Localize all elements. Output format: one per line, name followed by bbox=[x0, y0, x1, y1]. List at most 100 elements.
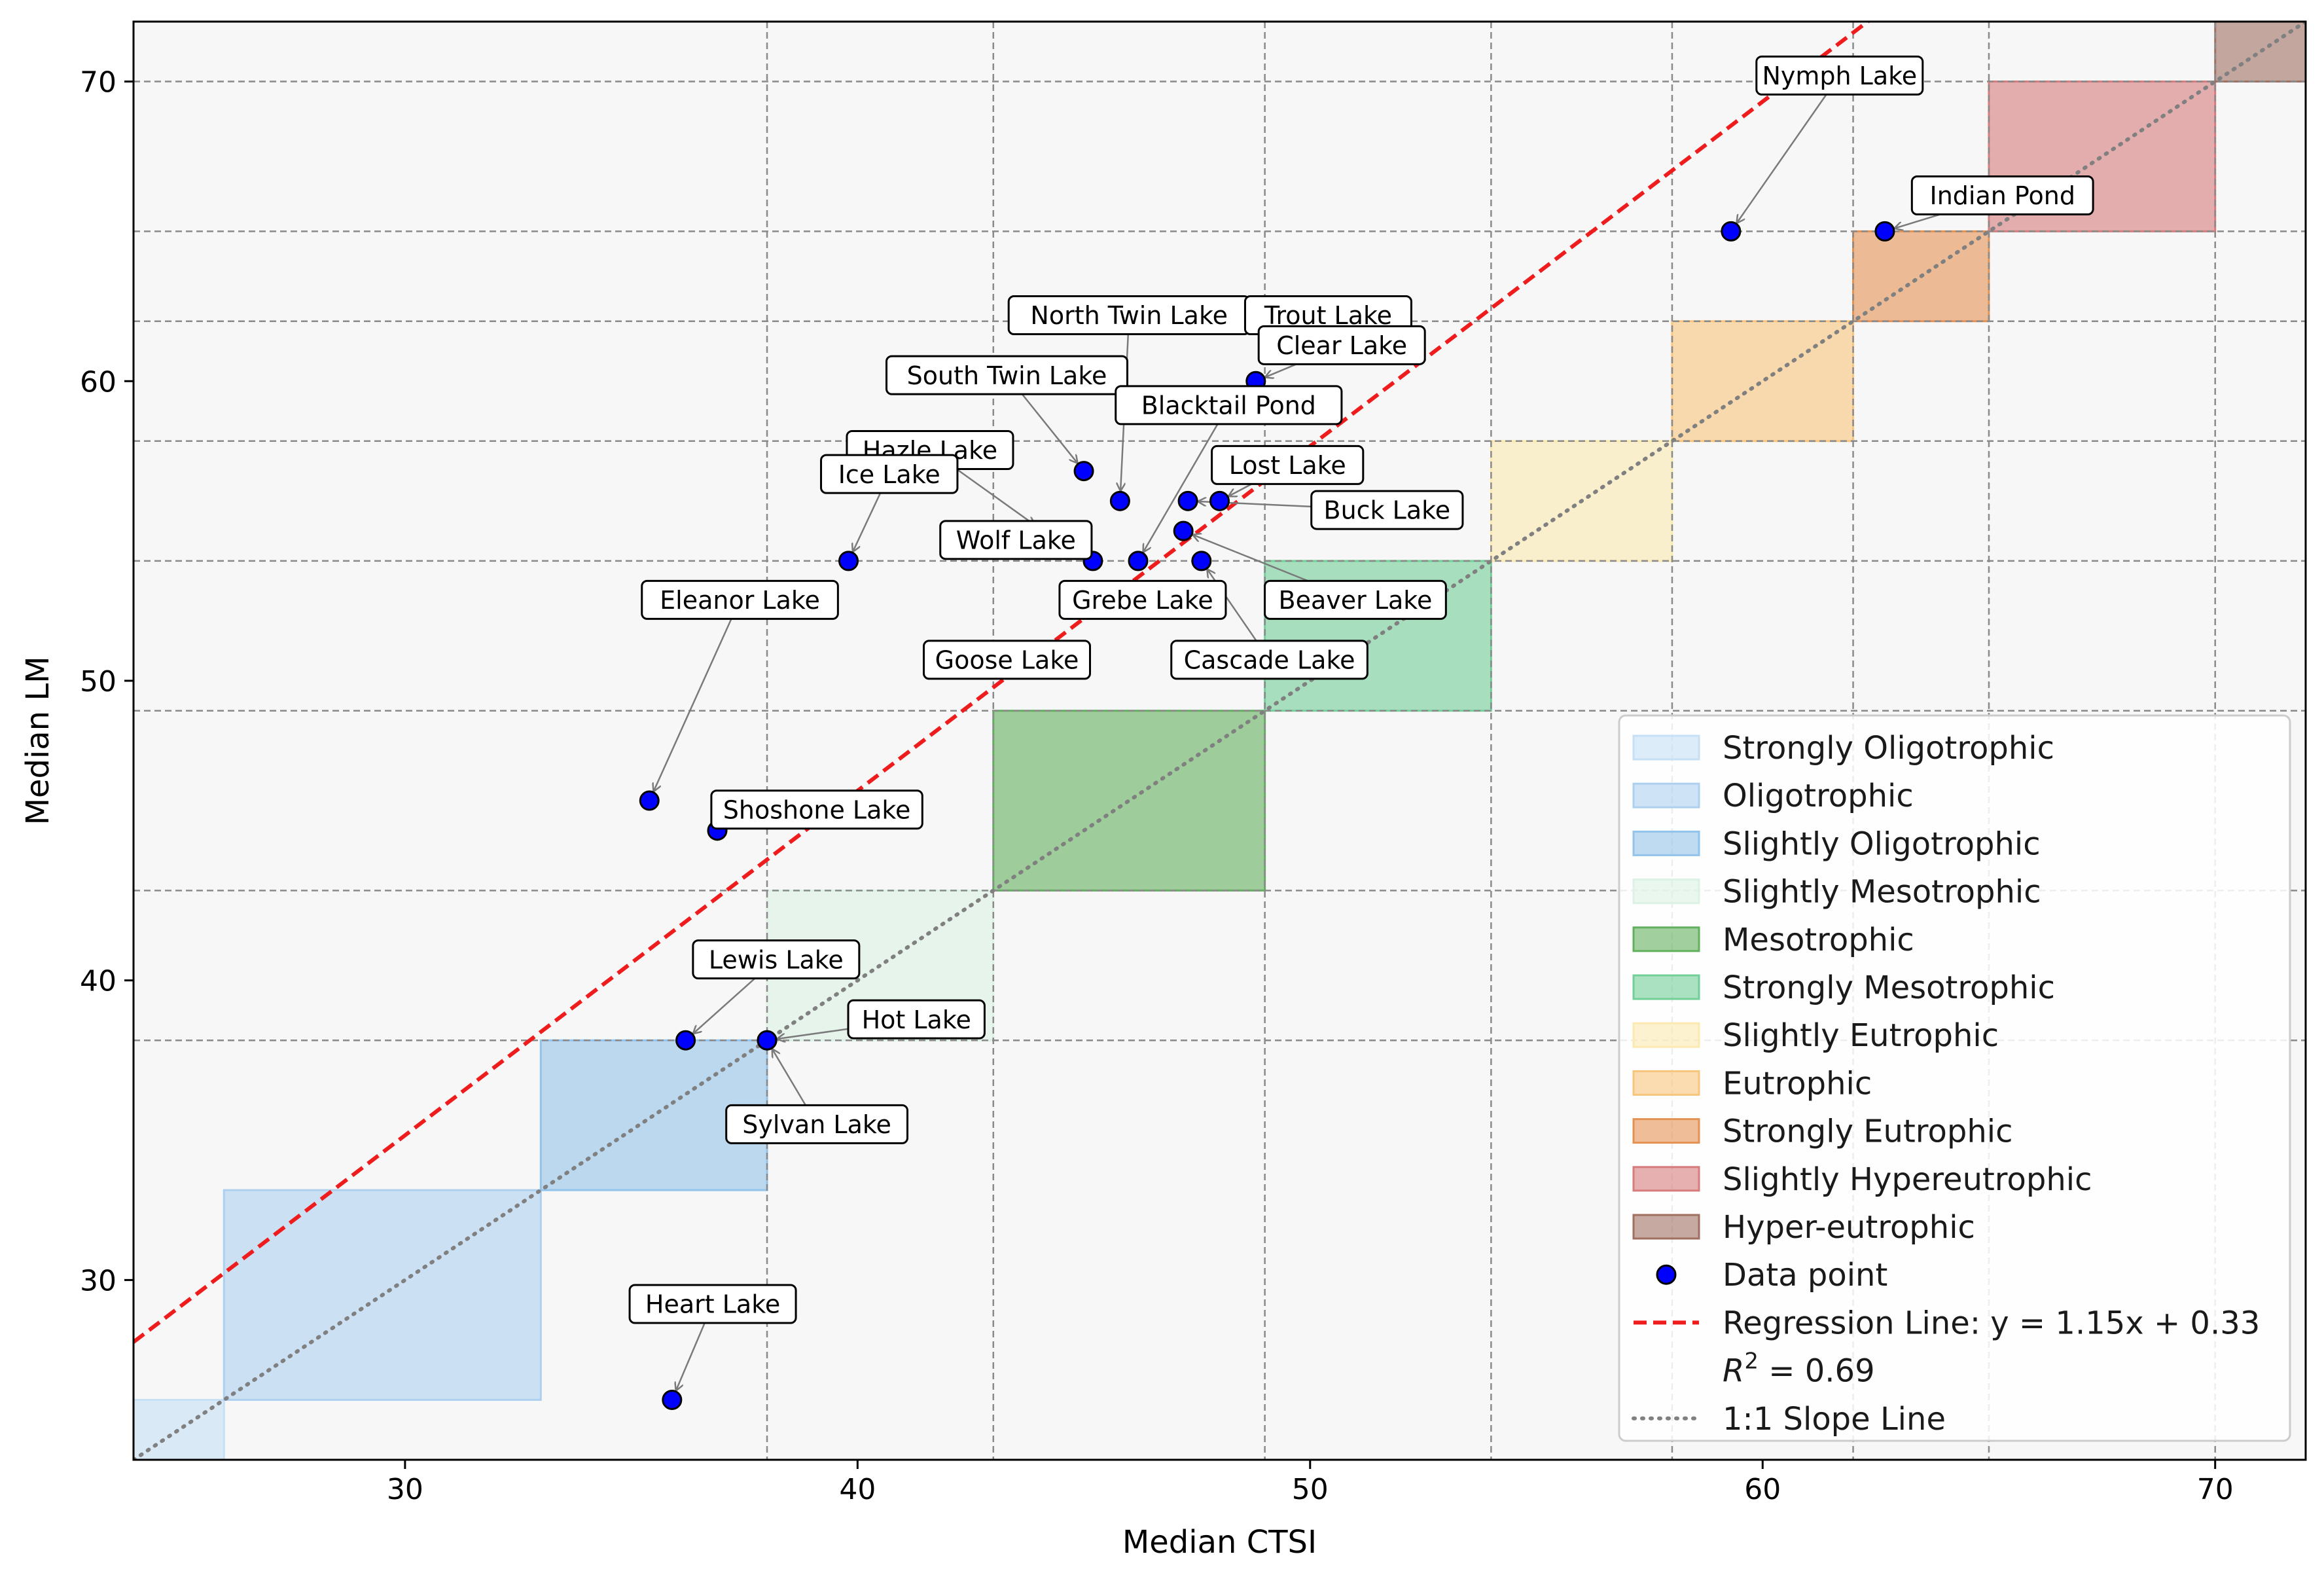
legend-swatch bbox=[1632, 1070, 1700, 1096]
annotation-label: Sylvan Lake bbox=[742, 1110, 891, 1139]
annotation-box bbox=[939, 520, 1093, 560]
data-point bbox=[838, 551, 859, 571]
legend-swatch bbox=[1632, 926, 1700, 952]
annotation-arrow bbox=[654, 618, 732, 791]
annotation-label: Nymph Lake bbox=[1762, 62, 1917, 90]
legend-r2-label: R2 = 0.69 bbox=[1723, 1349, 1875, 1390]
y-tick-label: 30 bbox=[80, 1264, 116, 1297]
annotation-box bbox=[628, 1284, 797, 1324]
data-point bbox=[1721, 221, 1742, 242]
data-point bbox=[1177, 490, 1198, 511]
annotation-box bbox=[725, 1104, 909, 1144]
annotation-box bbox=[820, 454, 959, 494]
annotation-box bbox=[847, 999, 986, 1040]
legend-point-marker bbox=[1656, 1264, 1677, 1285]
annotation-label: Buck Lake bbox=[1324, 496, 1451, 525]
regression-line bbox=[134, 22, 1871, 1344]
annotation-box bbox=[1755, 55, 1924, 96]
annotation-box bbox=[1310, 490, 1464, 530]
legend-label: Slightly Hypereutrophic bbox=[1723, 1161, 2092, 1198]
data-point bbox=[1073, 461, 1094, 482]
legend-label: Strongly Oligotrophic bbox=[1723, 730, 2054, 767]
legend-r2-value: = 0.69 bbox=[1759, 1353, 1875, 1390]
annotation-arrow bbox=[1895, 213, 1941, 228]
legend: Strongly Oligotrophic Oligotrophic Slightl… bbox=[1618, 714, 2291, 1442]
y-tick-label: 50 bbox=[80, 665, 116, 698]
plot-border bbox=[132, 20, 2307, 1461]
annotation-box bbox=[1115, 385, 1343, 425]
annotation-box bbox=[1910, 175, 2094, 215]
annotation-label: Lewis Lake bbox=[709, 945, 844, 974]
x-tick-label: 50 bbox=[1292, 1473, 1329, 1506]
legend-swatch bbox=[1632, 974, 1700, 1000]
annotation-label: Shoshone Lake bbox=[723, 795, 911, 824]
legend-label: Strongly Eutrophic bbox=[1723, 1113, 2012, 1150]
legend-label: Data point bbox=[1723, 1257, 1887, 1294]
annotation-label: North Twin Lake bbox=[1030, 301, 1228, 330]
annotation-label: Clear Lake bbox=[1276, 331, 1407, 360]
x-tick-label: 40 bbox=[839, 1473, 876, 1506]
legend-swatch bbox=[1632, 878, 1700, 905]
legend-swatch bbox=[1632, 1166, 1700, 1192]
y-axis-label: Median LM bbox=[20, 657, 56, 825]
legend-label: Slightly Mesotrophic bbox=[1723, 874, 2041, 911]
annotation-arrow bbox=[1229, 483, 1253, 496]
annotation-box bbox=[1058, 579, 1227, 620]
legend-swatch bbox=[1632, 1214, 1700, 1240]
data-point bbox=[1191, 551, 1212, 571]
y-tick-label: 40 bbox=[80, 965, 116, 998]
annotation-label: Eleanor Lake bbox=[660, 586, 820, 615]
legend-label: 1:1 Slope Line bbox=[1723, 1401, 1946, 1438]
legend-r2-superscript: 2 bbox=[1744, 1349, 1759, 1375]
data-point bbox=[639, 790, 660, 811]
annotation-arrow bbox=[694, 977, 756, 1034]
data-point bbox=[1874, 221, 1895, 242]
annotation-box bbox=[1211, 444, 1365, 485]
annotation-label: Grebe Lake bbox=[1072, 586, 1213, 615]
legend-label: Slightly Eutrophic bbox=[1723, 1017, 1999, 1054]
data-point bbox=[1173, 520, 1194, 541]
annotation-arrow bbox=[778, 1028, 849, 1039]
legend-box bbox=[1618, 714, 2291, 1442]
legend-label: Mesotrophic bbox=[1723, 922, 1914, 958]
annotation-label: Cascade Lake bbox=[1184, 646, 1355, 675]
data-point bbox=[675, 1030, 696, 1051]
annotation-arrow bbox=[772, 1049, 806, 1106]
annotation-label: Ice Lake bbox=[838, 460, 940, 489]
y-tick-label: 70 bbox=[80, 66, 116, 100]
annotation-arrow bbox=[1266, 363, 1297, 377]
x-axis-label: Median CTSI bbox=[1122, 1524, 1317, 1561]
annotation-arrow bbox=[853, 492, 882, 551]
annotation-box bbox=[923, 640, 1092, 680]
reference-lines bbox=[134, 22, 2306, 1460]
annotation-box bbox=[1257, 325, 1426, 365]
annotation-arrow bbox=[1193, 535, 1309, 582]
data-point bbox=[1128, 551, 1149, 571]
legend-label: Regression Line: y = 1.15x + 0.33 bbox=[1723, 1305, 2260, 1341]
legend-swatch bbox=[1632, 830, 1700, 856]
annotation-box bbox=[641, 579, 839, 620]
data-point bbox=[662, 1389, 683, 1410]
annotation-label: Blacktail Pond bbox=[1141, 391, 1316, 420]
legend-label: Slightly Oligotrophic bbox=[1723, 825, 2041, 862]
one-to-one-line bbox=[134, 22, 2306, 1460]
annotation-label: Lost Lake bbox=[1229, 451, 1346, 480]
annotation-arrow bbox=[1021, 393, 1077, 463]
legend-swatch bbox=[1632, 1022, 1700, 1048]
annotation-label: Beaver Lake bbox=[1279, 586, 1433, 615]
annotation-box bbox=[692, 939, 861, 980]
annotation-box bbox=[1170, 640, 1368, 680]
annotation-box bbox=[710, 789, 923, 830]
annotation-label: South Twin Lake bbox=[907, 361, 1107, 390]
annotation-label: Goose Lake bbox=[935, 646, 1079, 675]
data-point bbox=[757, 1030, 778, 1051]
axis-ticks: 30 40 50 60 70 30 40 50 60 70 bbox=[80, 66, 2234, 1506]
legend-label: Oligotrophic bbox=[1723, 778, 1914, 814]
legend-label: Strongly Mesotrophic bbox=[1723, 969, 2055, 1006]
x-tick-label: 70 bbox=[2197, 1473, 2234, 1506]
legend-swatch bbox=[1632, 1118, 1700, 1144]
legend-label: Hyper-eutrophic bbox=[1723, 1209, 1975, 1246]
x-tick-label: 60 bbox=[1744, 1473, 1781, 1506]
legend-swatch bbox=[1632, 734, 1700, 761]
